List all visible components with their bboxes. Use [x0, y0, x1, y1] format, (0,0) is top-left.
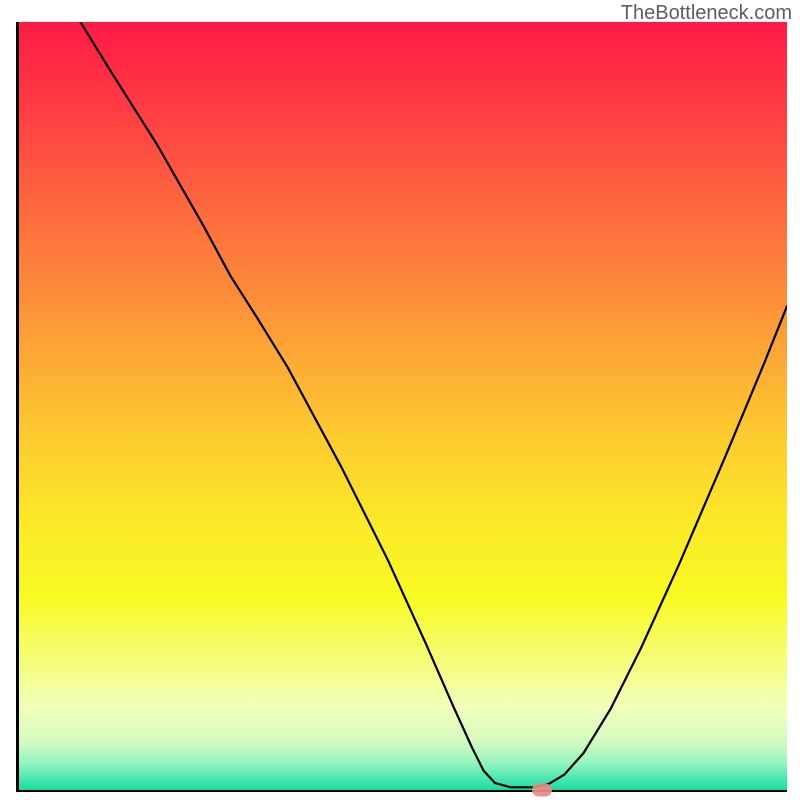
optimal-marker — [532, 783, 552, 796]
gradient-fill — [19, 22, 787, 790]
chart-svg — [19, 22, 787, 790]
watermark-text: TheBottleneck.com — [621, 2, 792, 25]
chart-area — [16, 22, 787, 792]
